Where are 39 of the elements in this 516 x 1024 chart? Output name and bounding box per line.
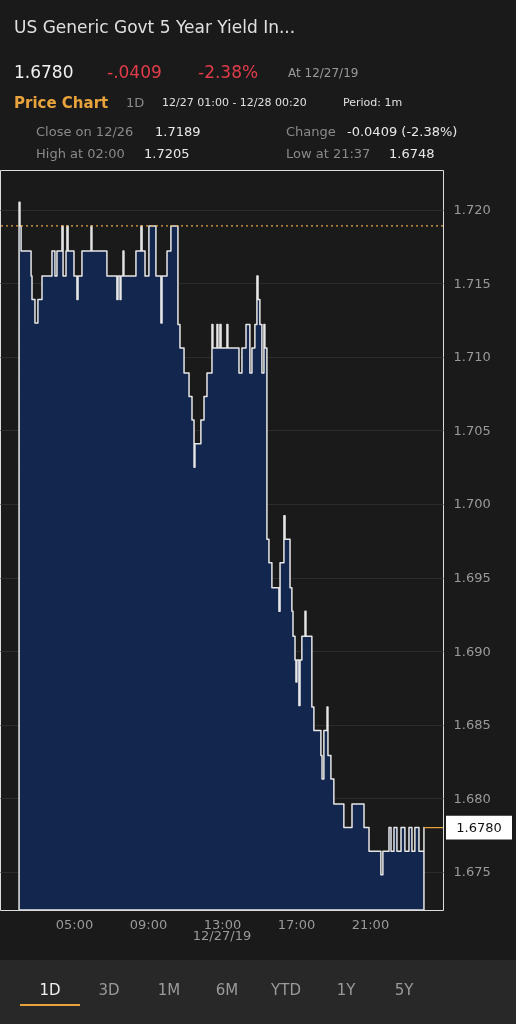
y-tick-label: 1.715 bbox=[453, 275, 491, 291]
text: Close on 12/26 bbox=[36, 124, 134, 139]
y-tick-label: 1.690 bbox=[453, 643, 491, 659]
x-tick-label: 09:00 bbox=[129, 916, 168, 932]
text: High at 02:00 bbox=[36, 146, 125, 161]
text: 1D bbox=[126, 95, 145, 110]
annotation: 1.6780 bbox=[456, 819, 502, 835]
y-tick-label: 1.720 bbox=[453, 202, 491, 218]
text: 1Y bbox=[336, 981, 357, 999]
y-tick-label: 1.700 bbox=[453, 496, 491, 512]
x-tick-label: 17:00 bbox=[277, 916, 316, 932]
y-tick-label: 1.695 bbox=[453, 570, 491, 586]
y-tick-label: 1.710 bbox=[453, 349, 491, 365]
y-tick-label: 1.680 bbox=[453, 790, 491, 806]
text: 6M bbox=[215, 981, 239, 999]
y-tick-label: 1.705 bbox=[453, 422, 491, 438]
y-tick-label: 1.675 bbox=[453, 864, 491, 880]
text: 1.7189 bbox=[155, 124, 201, 139]
text: -2.38% bbox=[198, 62, 259, 82]
x-tick-label: 05:00 bbox=[55, 916, 94, 932]
text: Low at 21:37 bbox=[286, 146, 371, 161]
text: Change bbox=[286, 124, 336, 139]
y-tick-label: 1.685 bbox=[453, 717, 491, 733]
text: 1D bbox=[39, 981, 61, 999]
text: 3D bbox=[98, 981, 120, 999]
text: -0.0409 (-2.38%) bbox=[347, 124, 458, 139]
chart-title: US Generic Govt 5 Year Yield In... bbox=[14, 17, 296, 37]
x-tick-label: 21:00 bbox=[351, 916, 390, 932]
text: 1.7205 bbox=[144, 146, 190, 161]
text: YTD bbox=[270, 981, 301, 999]
text: -.0409 bbox=[107, 62, 162, 82]
text: 12/27 01:00 - 12/28 00:20 bbox=[162, 96, 307, 109]
text: At 12/27/19 bbox=[288, 66, 359, 80]
text: 5Y bbox=[394, 981, 415, 999]
text: 1M bbox=[157, 981, 181, 999]
text: 1.6780 bbox=[14, 62, 74, 82]
text: Period: 1m bbox=[343, 96, 403, 109]
text: 1.6748 bbox=[389, 146, 435, 161]
text: Price Chart bbox=[14, 94, 109, 112]
